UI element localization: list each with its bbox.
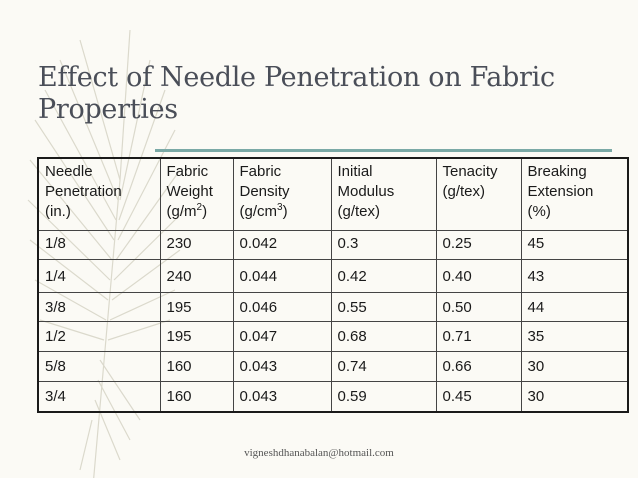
cell: 0.042 <box>232 230 332 260</box>
cell: 195 <box>159 292 234 322</box>
cell: 3/8 <box>37 292 161 322</box>
cell: 0.45 <box>435 381 522 412</box>
table-row: 5/8 160 0.043 0.74 0.66 30 <box>37 351 629 382</box>
cell: 35 <box>520 321 629 352</box>
cell: 43 <box>520 259 629 293</box>
table-header-row: Needle Penetration (in.) Fabric Weight (g/m2… <box>37 157 629 231</box>
cell: 1/8 <box>37 230 161 260</box>
cell: 1/4 <box>37 259 161 293</box>
cell: 3/4 <box>37 381 161 412</box>
title-underline-rule <box>155 149 612 152</box>
header-needle-penetration: Needle Penetration (in.) <box>37 157 161 231</box>
table-row: 1/4 240 0.044 0.42 0.40 43 <box>37 259 629 293</box>
cell: 240 <box>159 259 234 293</box>
cell: 30 <box>520 351 629 382</box>
cell: 30 <box>520 381 629 412</box>
cell: 0.3 <box>330 230 437 260</box>
table-row: 3/4 160 0.043 0.59 0.45 30 <box>37 381 629 412</box>
cell: 0.42 <box>330 259 437 293</box>
cell: 0.74 <box>330 351 437 382</box>
cell: 160 <box>159 351 234 382</box>
cell: 0.68 <box>330 321 437 352</box>
cell: 0.046 <box>232 292 332 322</box>
cell: 195 <box>159 321 234 352</box>
cell: 0.043 <box>232 351 332 382</box>
needle-penetration-table: Needle Penetration (in.) Fabric Weight (g/m2… <box>37 157 629 413</box>
cell: 0.50 <box>435 292 522 322</box>
cell: 0.043 <box>232 381 332 412</box>
cell: 160 <box>159 381 234 412</box>
header-fabric-density: Fabric Density (g/cm3) <box>232 157 332 231</box>
cell: 44 <box>520 292 629 322</box>
header-initial-modulus: Initial Modulus (g/tex) <box>330 157 437 231</box>
header-fabric-weight: Fabric Weight (g/m2) <box>159 157 234 231</box>
cell: 1/2 <box>37 321 161 352</box>
cell: 45 <box>520 230 629 260</box>
cell: 5/8 <box>37 351 161 382</box>
header-breaking-extension: Breaking Extension (%) <box>520 157 629 231</box>
cell: 0.71 <box>435 321 522 352</box>
footer-email: vigneshdhanabalan@hotmail.com <box>244 447 394 459</box>
cell: 0.044 <box>232 259 332 293</box>
cell: 230 <box>159 230 234 260</box>
slide-title: Effect of Needle Penetration on Fabric P… <box>38 62 555 125</box>
header-tenacity: Tenacity (g/tex) <box>435 157 522 231</box>
cell: 0.66 <box>435 351 522 382</box>
cell: 0.047 <box>232 321 332 352</box>
table-row: 1/2 195 0.047 0.68 0.71 35 <box>37 321 629 352</box>
cell: 0.25 <box>435 230 522 260</box>
table-row: 3/8 195 0.046 0.55 0.50 44 <box>37 292 629 322</box>
cell: 0.55 <box>330 292 437 322</box>
cell: 0.59 <box>330 381 437 412</box>
table-row: 1/8 230 0.042 0.3 0.25 45 <box>37 230 629 260</box>
cell: 0.40 <box>435 259 522 293</box>
